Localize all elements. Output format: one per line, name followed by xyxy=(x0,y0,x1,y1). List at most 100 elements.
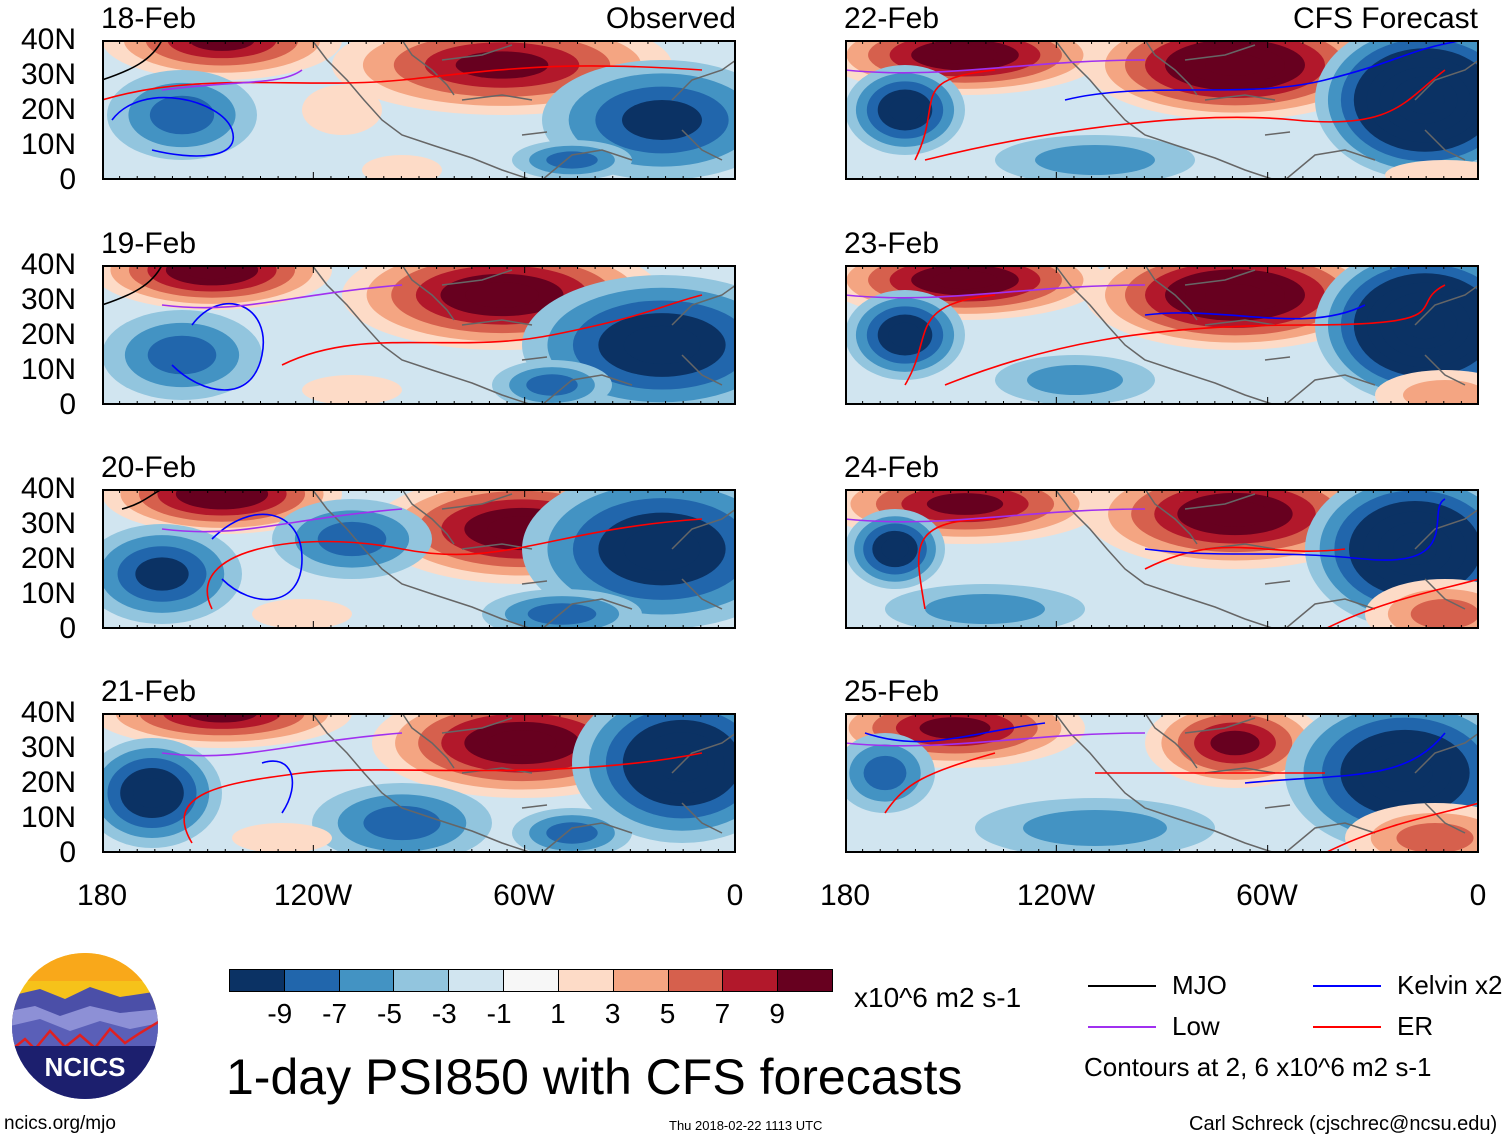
wave-contour-line xyxy=(845,284,1146,299)
map-panel-21-Feb xyxy=(102,713,736,853)
lat-tick-label: 20N xyxy=(20,318,76,351)
negative-anomaly-contour xyxy=(527,603,597,625)
lon-tick-label: 180 xyxy=(76,879,128,912)
lat-tick-label: 10N xyxy=(20,353,76,386)
negative-anomaly-contour xyxy=(1405,85,1445,115)
lat-tick-label: 30N xyxy=(20,731,76,764)
positive-anomaly-contour xyxy=(932,45,998,65)
legend-line-swatch xyxy=(1088,985,1156,987)
colorbar-swatch xyxy=(503,969,559,992)
colorbar-swatch xyxy=(612,969,669,992)
legend-line-swatch xyxy=(1088,1026,1156,1028)
lon-tick-label: 60W xyxy=(493,879,555,912)
colorbar-tick-label: 3 xyxy=(604,998,621,1029)
positive-anomaly-contour xyxy=(184,265,240,280)
colorbar-tick-label: -1 xyxy=(486,998,512,1029)
colorbar-swatch xyxy=(722,969,779,992)
colorbar-swatch xyxy=(283,969,340,992)
negative-anomaly-contour xyxy=(135,557,189,591)
lon-tick-label: 0 xyxy=(726,879,744,912)
wave-contour-line xyxy=(211,513,303,601)
lat-tick-label: 0 xyxy=(59,388,76,421)
lat-tick-label: 40N xyxy=(20,696,76,729)
negative-anomaly-contour xyxy=(149,95,215,135)
negative-anomaly-contour xyxy=(1027,365,1123,395)
lon-tick-label: 120W xyxy=(273,879,353,912)
map-panel-23-Feb xyxy=(845,265,1479,405)
wave-contour-line xyxy=(845,732,1146,747)
negative-anomaly-contour xyxy=(317,521,387,557)
wave-contour-line xyxy=(161,69,303,91)
lat-tick-label: 10N xyxy=(20,801,76,834)
coastline xyxy=(1054,265,1479,405)
wave-contour-line xyxy=(1144,304,1366,320)
coastline xyxy=(1054,40,1479,180)
colorbar-swatch xyxy=(557,969,614,992)
wave-contour-line xyxy=(171,302,265,391)
colorbar-units: x10^6 m2 s-1 xyxy=(854,982,1022,1013)
coastline xyxy=(311,265,736,405)
negative-anomaly-contour xyxy=(1023,810,1167,846)
negative-anomaly-contour xyxy=(147,335,217,375)
negative-anomaly-contour xyxy=(132,778,172,808)
positive-anomaly-contour xyxy=(926,493,1004,515)
lat-tick-label: 30N xyxy=(20,283,76,316)
wave-contour-line xyxy=(111,96,235,157)
panel-date: 23-Feb xyxy=(844,227,940,260)
legend-line-swatch xyxy=(1313,985,1381,987)
positive-anomaly-contour xyxy=(232,823,332,853)
positive-anomaly-contour xyxy=(1385,160,1479,180)
wave-contour-line xyxy=(1144,498,1446,561)
positive-anomaly-contour xyxy=(1205,284,1265,306)
logo-text: NCICS xyxy=(45,1052,126,1082)
wave-contour-line xyxy=(102,65,703,101)
wave-contour-line xyxy=(1064,40,1466,101)
contour-note: Contours at 2, 6 x10^6 m2 s-1 xyxy=(1084,1052,1432,1082)
map-panel-25-Feb xyxy=(845,713,1479,853)
wave-contour-line xyxy=(917,518,1479,629)
lat-tick-label: 10N xyxy=(20,577,76,610)
footer-url[interactable]: ncics.org/mjo xyxy=(4,1113,116,1134)
lon-tick-label: 0 xyxy=(1469,879,1487,912)
positive-anomaly-contour xyxy=(1396,823,1474,853)
colorbar-tick-label: 9 xyxy=(769,998,785,1029)
wave-contour-line xyxy=(281,294,703,366)
lat-tick-label: 40N xyxy=(20,248,76,281)
negative-anomaly-contour xyxy=(925,594,1045,624)
wave-contour-line xyxy=(884,752,1479,853)
legend-label: Kelvin x2 xyxy=(1397,970,1503,1000)
panel-date: 19-Feb xyxy=(101,227,197,260)
colorbar-tick-label: -9 xyxy=(267,998,293,1029)
wave-contour-line xyxy=(161,732,403,757)
positive-anomaly-contour xyxy=(919,717,991,739)
negative-anomaly-contour xyxy=(363,805,441,841)
colorbar-tick-label: -7 xyxy=(322,998,348,1029)
wave-contour-line xyxy=(183,752,703,844)
positive-anomaly-contour xyxy=(465,282,539,308)
panel-date: 21-Feb xyxy=(101,675,197,708)
positive-anomaly-contour xyxy=(1210,730,1260,756)
colorbar-swatch xyxy=(229,969,285,992)
observed-label: Observed xyxy=(605,2,736,35)
panel-date: 25-Feb xyxy=(844,675,940,708)
negative-anomaly-contour xyxy=(526,374,578,396)
lat-tick-label: 20N xyxy=(20,766,76,799)
map-panel-22-Feb xyxy=(845,40,1479,180)
positive-anomaly-contour xyxy=(186,713,258,723)
lat-tick-label: 0 xyxy=(59,612,76,645)
wave-contour-line xyxy=(102,265,163,306)
lat-tick-label: 30N xyxy=(20,58,76,91)
colorbar-swatch xyxy=(777,969,833,992)
negative-anomaly-contour xyxy=(1377,754,1433,792)
colorbar-tick-label: 1 xyxy=(550,998,566,1029)
map-panel-19-Feb xyxy=(102,265,736,405)
legend-label: MJO xyxy=(1172,970,1227,1000)
negative-anomaly-contour xyxy=(863,755,907,791)
panel-date: 20-Feb xyxy=(101,451,197,484)
ncics-logo: NCICS xyxy=(12,953,158,1099)
positive-anomaly-contour xyxy=(302,375,402,405)
negative-anomaly-contour xyxy=(888,97,922,123)
legend-line-swatch xyxy=(1313,1026,1381,1028)
coastline xyxy=(1054,713,1479,853)
map-panel-20-Feb xyxy=(102,489,736,629)
